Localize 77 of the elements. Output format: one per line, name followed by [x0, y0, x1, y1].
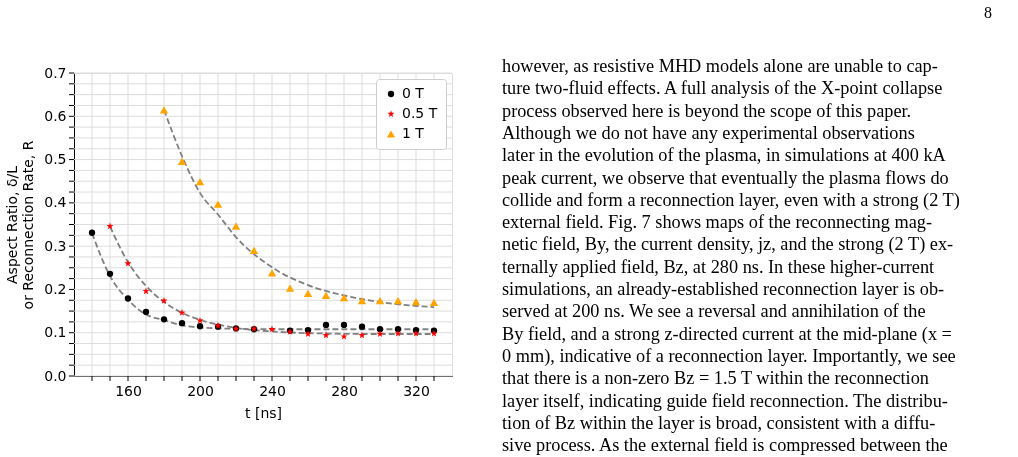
point: [160, 296, 168, 304]
point: [376, 330, 384, 338]
x-tick-label: 200: [187, 382, 214, 399]
text: served at 200 ns. We see a reversal and annihilation of the: [502, 301, 926, 322]
point: [321, 291, 331, 300]
text: tion of Bz within the layer is broad, consistent with a diffu-: [502, 412, 936, 433]
point: [106, 270, 114, 277]
text: Although we do not have any experimental observations: [502, 122, 915, 143]
x-tick-label: 320: [403, 382, 430, 399]
legend-label: 1 T: [402, 125, 425, 141]
point: [268, 325, 276, 333]
text: external field. Fig. 7 shows maps of the reconnecting mag-: [502, 212, 933, 233]
x-axis-title: t [ns]: [244, 404, 283, 421]
point: [124, 295, 132, 302]
point: [196, 323, 204, 330]
text: however, as resistive MHD models alone are unable to cap-: [502, 56, 938, 76]
y-tick-label: 0.1: [44, 324, 67, 341]
point: [357, 297, 367, 305]
point: [358, 331, 366, 339]
point: [393, 297, 403, 305]
point: [231, 222, 241, 230]
point: [213, 200, 223, 208]
point: [340, 321, 348, 329]
y-axis-title: Aspect Ratio, δ/L or Reconnection Rate, R: [4, 140, 37, 310]
point: [411, 297, 421, 306]
point: [142, 287, 150, 295]
point: [394, 329, 402, 337]
legend-label: 0 T: [402, 85, 425, 101]
point: [178, 320, 186, 327]
text: peak current, we observe that eventually the plasma flows do: [502, 167, 949, 188]
x-tick-label: 240: [259, 382, 286, 399]
y-tick-label: 0.7: [44, 64, 67, 81]
text: process observed here is beyond the scope of this paper.: [502, 100, 912, 121]
point: [303, 289, 313, 297]
text: later in the evolution of the plasma, in simulations at 400 kA: [502, 145, 947, 166]
text: that there is a non-zero Bz = 1.5 T within the reconnection: [502, 368, 929, 389]
point: [195, 178, 205, 186]
y-tick-label: 0.5: [44, 151, 67, 168]
legend-label: 0.5 T: [402, 105, 438, 121]
y-tick-label: 0.3: [44, 237, 67, 254]
text: By field, and a strong z-directed current at the mid-plane (x =: [502, 323, 952, 345]
point: [160, 316, 168, 323]
text: collide and form a reconnection layer, even with a strong (2 T): [502, 189, 960, 211]
text: 8: [984, 4, 992, 21]
y-tick-label: 0.0: [44, 367, 67, 384]
point: [88, 229, 96, 236]
text: ture two-fluid effects. A full analysis of the X-point collapse: [502, 78, 943, 99]
point: [358, 323, 366, 330]
point: [429, 298, 439, 307]
point: [142, 308, 150, 316]
point: [322, 321, 330, 329]
point: [124, 259, 132, 267]
point: [376, 326, 384, 333]
point: [196, 316, 204, 324]
point: [304, 330, 312, 338]
point: [339, 294, 349, 302]
text: netic field, By, the current density, jz, and the strong (2 T) ex-: [502, 234, 954, 256]
point: [159, 106, 169, 114]
point: [267, 269, 277, 277]
text: simulations, an already-established reconnection layer is ob-: [502, 279, 945, 299]
point: [249, 246, 259, 255]
point: [322, 331, 330, 339]
text: layer itself, indicating guide field reconnection. The distribu-: [502, 390, 948, 411]
point: [304, 326, 312, 334]
text: ternally applied field, Bz, at 280 ns. In these higher-current: [502, 256, 935, 277]
point: [177, 157, 187, 165]
text: 0 mm), indicative of a reconnection layer. Importantly, we see: [502, 345, 956, 367]
point: [340, 332, 348, 340]
text: sive process. As the external field is compressed between the: [502, 435, 948, 456]
y-tick-label: 0.6: [44, 107, 67, 124]
x-tick-label: 280: [331, 382, 358, 399]
point: [106, 222, 114, 230]
point: [285, 284, 295, 292]
y-tick-label: 0.2: [44, 280, 67, 297]
y-tick-label: 0.4: [44, 194, 67, 211]
x-tick-label: 160: [115, 382, 142, 399]
point: [375, 297, 385, 305]
